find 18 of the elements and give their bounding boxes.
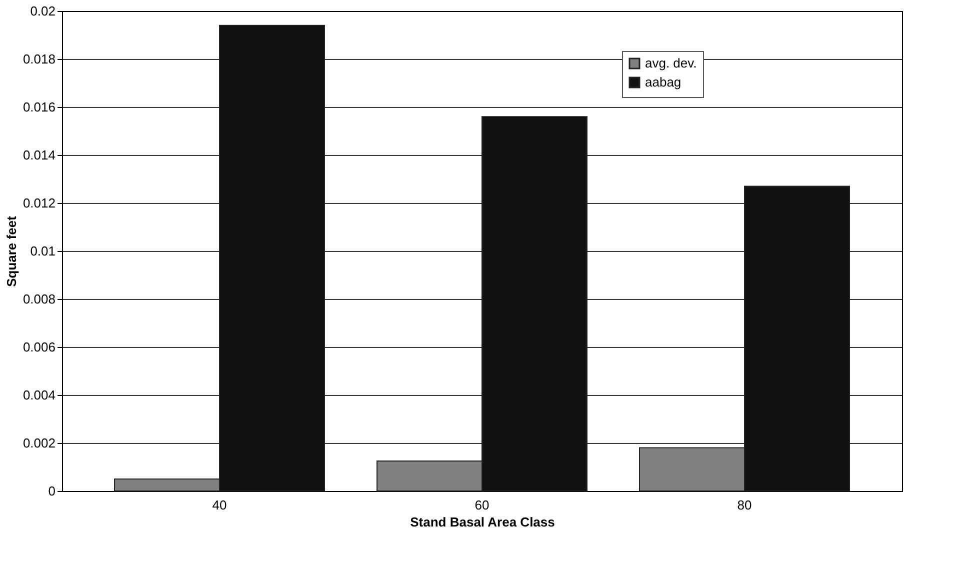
x-tick-label: 80	[737, 498, 752, 512]
y-axis-title: Square feet	[4, 215, 19, 287]
y-tick-label: 0.016	[22, 100, 56, 114]
legend-label: avg. dev.	[645, 56, 697, 70]
y-tick-label: 0.004	[22, 388, 56, 402]
y-tick-label: 0.018	[22, 52, 56, 66]
x-tick-label: 60	[474, 498, 490, 512]
y-tick-label: 0	[48, 484, 56, 498]
y-tick-label: 0.012	[22, 196, 56, 210]
y-tick-label: 0.01	[30, 244, 56, 258]
x-axis-title: Stand Basal Area Class	[410, 514, 555, 530]
y-tick-label: 0.002	[22, 436, 56, 450]
y-tick-label: 0.006	[22, 340, 56, 354]
x-tick-label: 40	[212, 498, 227, 512]
y-tick-label: 0.02	[30, 4, 56, 18]
y-tick-label: 0.014	[22, 148, 56, 162]
legend-label: aabag	[645, 74, 682, 90]
y-tick-label: 0.008	[22, 292, 56, 306]
